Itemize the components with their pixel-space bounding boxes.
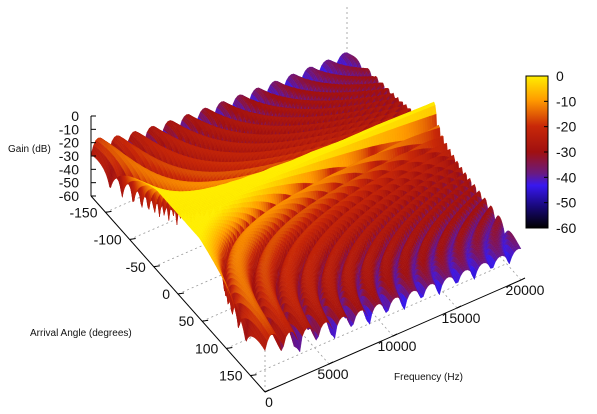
grid-line-angle	[153, 154, 410, 268]
grid-line-angle	[129, 127, 386, 240]
grid-line-angle	[177, 181, 435, 295]
surface	[90, 52, 522, 353]
grid-line-angle	[250, 263, 507, 377]
